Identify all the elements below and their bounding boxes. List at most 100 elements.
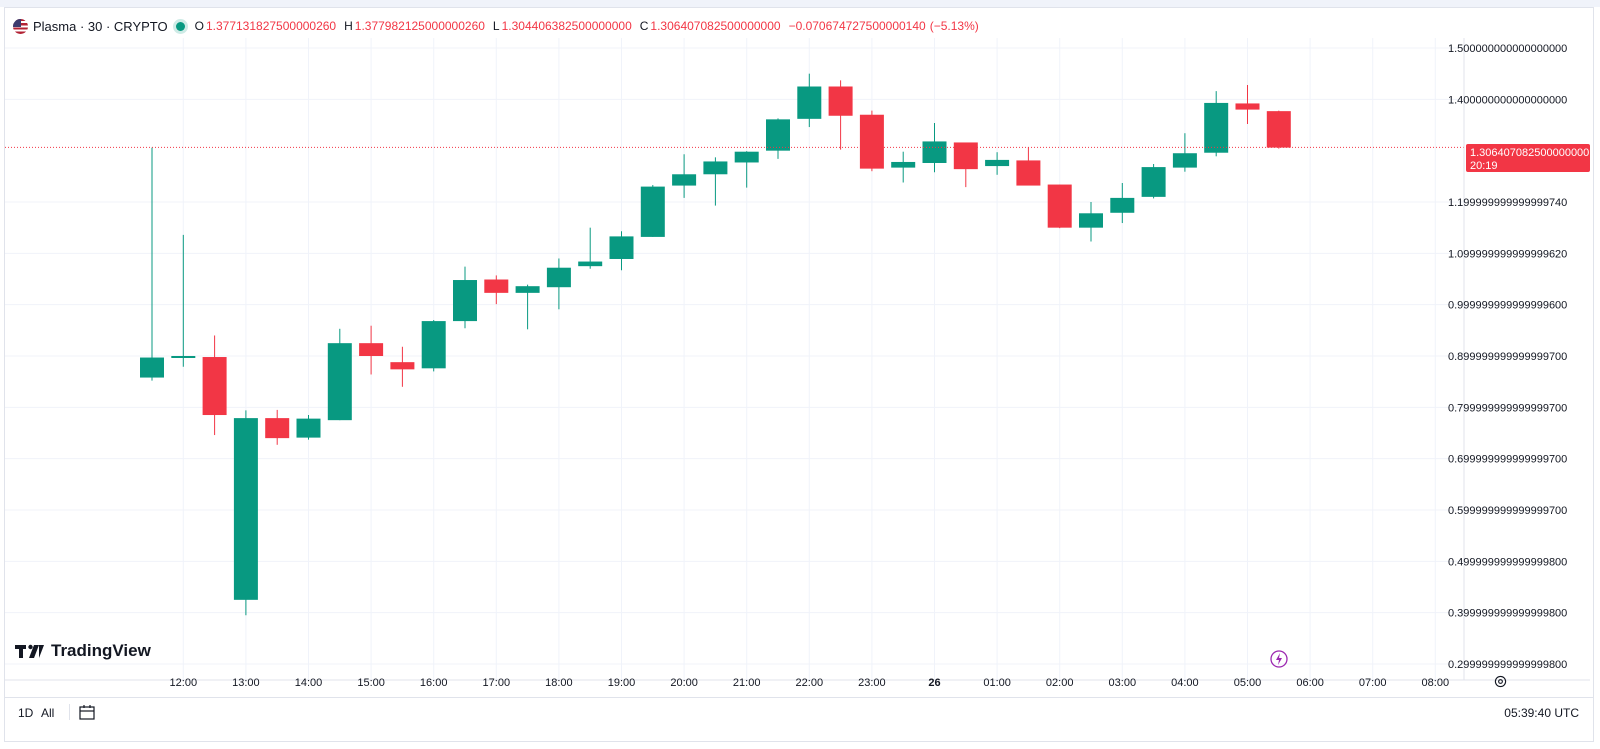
candle-up (1204, 91, 1229, 157)
candle-body (1141, 167, 1166, 197)
candle-body (609, 236, 634, 259)
us-flag-icon (13, 18, 28, 34)
candle-body (672, 174, 697, 186)
candle-down (1266, 110, 1291, 149)
candle-body (453, 280, 477, 322)
price-tick-label: 0.499999999999999800 (1448, 556, 1567, 568)
time-tick-label: 05:00 (1234, 677, 1262, 689)
candle-body (797, 86, 822, 119)
calendar-goto-icon[interactable] (78, 703, 96, 721)
time-tick-label: 04:00 (1171, 677, 1199, 689)
price-tick-label: 0.699999999999999700 (1448, 454, 1567, 466)
range-1d-button[interactable]: 1D (18, 706, 34, 720)
tradingview-logo[interactable]: TradingView (15, 641, 151, 661)
market-status-icon[interactable] (175, 21, 185, 31)
candle-up (296, 415, 321, 440)
candle-up (171, 234, 196, 367)
time-axis: 12:00 13:00 14:00 15:00 16:00 17:00 18:00 19:00… (170, 677, 1450, 689)
tradingview-mark-icon (15, 644, 44, 658)
last-price-countdown: 20:19 (1470, 160, 1498, 172)
ohlc-high-key: H (344, 19, 353, 33)
candle-body (202, 357, 227, 416)
ohlc-high-value: 1.377982125000000260 (354, 19, 485, 33)
candle-body (640, 186, 665, 237)
time-tick-label: 14:00 (295, 677, 323, 689)
price-tick-label: 0.399999999999999800 (1448, 608, 1567, 620)
candle-up (546, 258, 571, 310)
range-all-button[interactable]: All (41, 706, 55, 720)
candle-body (1079, 213, 1103, 228)
candle-body (296, 418, 321, 438)
candle-body (578, 261, 603, 267)
candle-up (922, 122, 947, 173)
candles-group (140, 73, 1291, 616)
price-axis: 1.500000000000000000 1.400000000000000000… (1448, 43, 1567, 671)
change-percent: (−5.13%) (929, 19, 979, 33)
bolt-icon[interactable] (1270, 650, 1288, 668)
time-tick-label: 07:00 (1359, 677, 1387, 689)
candle-body (985, 159, 1010, 167)
price-tick-label: 0.799999999999999700 (1448, 402, 1567, 414)
ohlc-open-value: 1.37713182750000026​0 (205, 19, 337, 33)
gear-icon[interactable] (1494, 675, 1507, 688)
price-tick-label: 1.400000000000000000 (1448, 94, 1567, 106)
time-tick-label: 17:00 (483, 677, 511, 689)
ohlc-low-value: 1.304406382500000000 (501, 19, 632, 33)
candle-up (640, 185, 665, 237)
candle-body (1016, 160, 1041, 186)
candle-down (390, 346, 415, 387)
candle-body (1266, 111, 1291, 148)
candle-body (140, 357, 164, 378)
candle-body (359, 343, 384, 356)
candle-body (265, 418, 290, 439)
candle-body (828, 86, 853, 116)
candle-body (515, 286, 540, 293)
candle-up (1110, 183, 1135, 224)
candle-down (265, 409, 290, 445)
time-tick-label: 03:00 (1109, 677, 1137, 689)
ohlc-open-key: O (194, 19, 204, 33)
toolbar-divider (69, 704, 70, 720)
candle-up (140, 147, 164, 381)
candle-up (703, 157, 728, 206)
candle-up (797, 73, 822, 128)
last-price-value: 1.306407082500000000 (1470, 147, 1589, 159)
candle-up (453, 266, 477, 329)
candle-body (891, 161, 916, 168)
candle-body (953, 142, 978, 170)
legend-bar: Plasma · 30 · CRYPTO O 1.377131827500000… (13, 17, 983, 35)
candle-body (922, 141, 947, 163)
symbol-title[interactable]: Plasma · 30 · CRYPTO (33, 18, 168, 34)
candle-up (609, 231, 634, 271)
candle-down (1235, 84, 1260, 124)
last-price-badge (1466, 144, 1590, 172)
candle-down (1047, 184, 1072, 229)
time-tick-label: 06:00 (1296, 677, 1324, 689)
time-tick-label: 21:00 (733, 677, 761, 689)
candle-body (233, 418, 258, 600)
candle-body (1047, 184, 1072, 228)
utc-clock[interactable]: 05:39:40 UTC (1504, 706, 1579, 720)
time-tick-label: 08:00 (1422, 677, 1450, 689)
candle-up (766, 118, 790, 159)
candle-up (327, 328, 352, 421)
candle-down (359, 325, 384, 375)
candle-body (1204, 102, 1229, 153)
candlestick-chart[interactable]: 1.500000000000000000 1.400000000000000000… (0, 0, 1600, 697)
candle-body (546, 267, 571, 288)
tradingview-logo-text: TradingView (51, 641, 151, 660)
price-tick-label: 1.199999999999999740 (1448, 197, 1567, 209)
candle-body (484, 279, 509, 293)
ohlc-close-value: 1.306407082500000000 (650, 19, 781, 33)
price-tick-label: 1.500000000000000000 (1448, 43, 1567, 55)
candle-up (515, 284, 540, 330)
time-tick-label: 19:00 (608, 677, 636, 689)
candle-up (1079, 202, 1103, 242)
candle-up (672, 154, 697, 198)
price-tick-label: 0.999999999999999600 (1448, 300, 1567, 312)
price-tick-label: 0.599999999999999700 (1448, 505, 1567, 517)
price-tick-label: 1.099999999999999620 (1448, 248, 1567, 260)
candle-body (390, 362, 415, 370)
ohlc-low-key: L (492, 19, 500, 33)
time-tick-label: 02:00 (1046, 677, 1074, 689)
